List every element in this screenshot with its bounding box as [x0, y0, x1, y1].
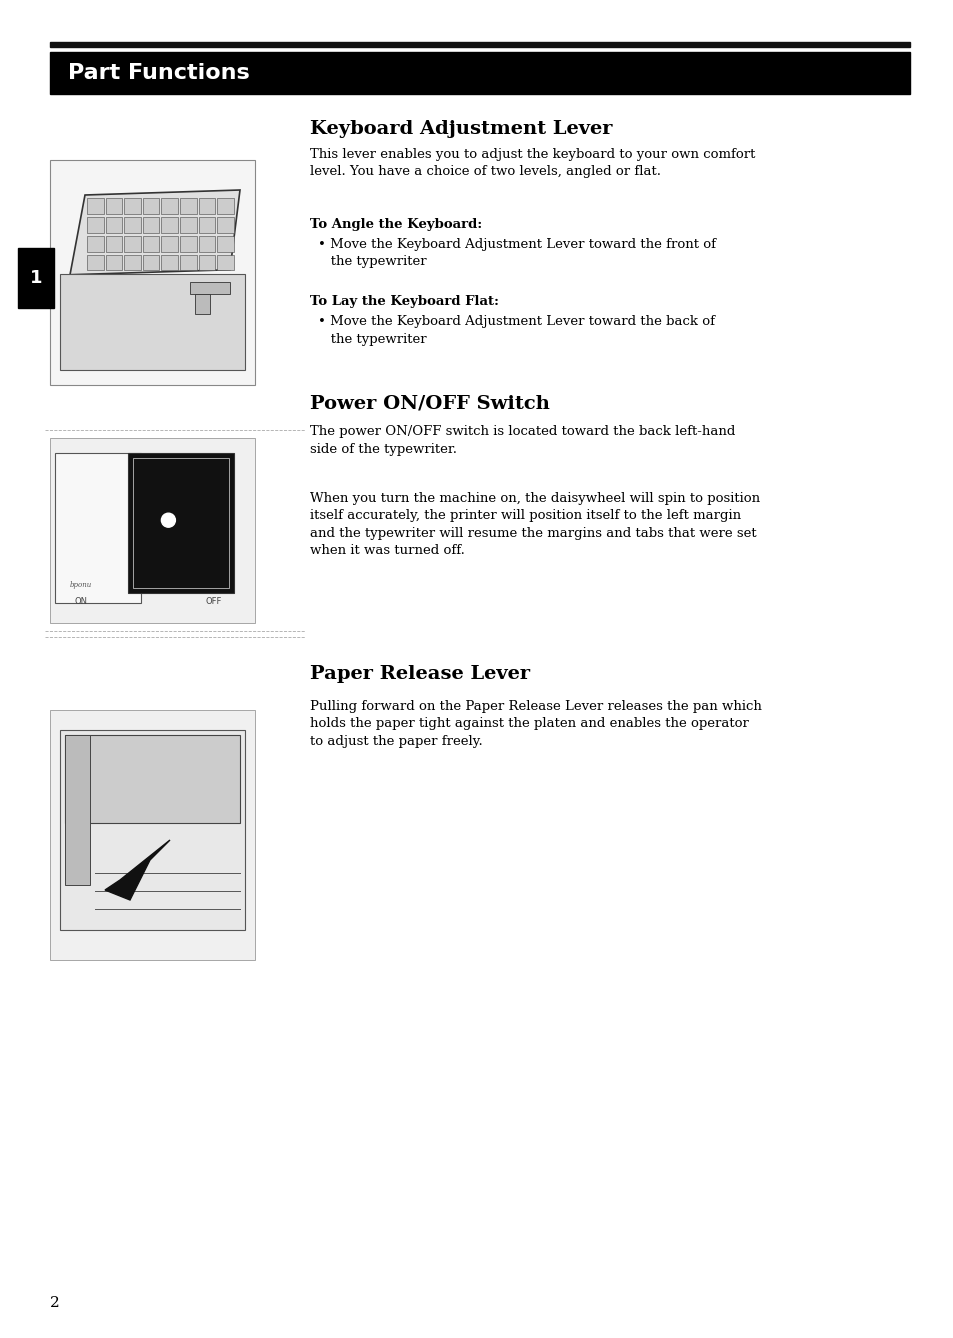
Bar: [87, 198, 104, 214]
Bar: [106, 217, 122, 233]
Text: Paper Release Lever: Paper Release Lever: [310, 665, 530, 682]
Bar: [132, 458, 230, 587]
Bar: [124, 198, 141, 214]
Circle shape: [161, 514, 175, 527]
Text: OFF: OFF: [206, 597, 222, 606]
Bar: [161, 217, 178, 233]
Bar: [143, 254, 159, 270]
Bar: [65, 735, 90, 884]
Bar: [18, 248, 54, 308]
Text: ON: ON: [74, 597, 87, 606]
Text: Pulling forward on the Paper Release Lever releases the pan which
holds the pape: Pulling forward on the Paper Release Lev…: [310, 700, 761, 748]
Bar: [60, 731, 245, 930]
Bar: [194, 294, 210, 314]
Bar: [50, 41, 909, 47]
Text: Keyboard Adjustment Lever: Keyboard Adjustment Lever: [310, 120, 612, 138]
Bar: [198, 217, 215, 233]
Bar: [87, 217, 104, 233]
Bar: [50, 161, 254, 385]
Bar: [217, 217, 233, 233]
Bar: [106, 198, 122, 214]
Text: • Move the Keyboard Adjustment Lever toward the front of
   the typewriter: • Move the Keyboard Adjustment Lever tow…: [317, 238, 716, 269]
Polygon shape: [105, 840, 170, 900]
Text: When you turn the machine on, the daisywheel will spin to position
itself accura: When you turn the machine on, the daisyw…: [310, 492, 760, 558]
Bar: [124, 254, 141, 270]
Bar: [106, 254, 122, 270]
Text: Part Functions: Part Functions: [68, 63, 250, 83]
Text: To Angle the Keyboard:: To Angle the Keyboard:: [310, 218, 482, 231]
Bar: [60, 274, 245, 371]
Text: This lever enables you to adjust the keyboard to your own comfort
level. You hav: This lever enables you to adjust the key…: [310, 149, 755, 178]
Bar: [180, 217, 196, 233]
Bar: [50, 52, 909, 94]
Bar: [161, 198, 178, 214]
Bar: [180, 198, 196, 214]
Polygon shape: [70, 190, 240, 274]
Bar: [106, 235, 122, 252]
Text: bponu: bponu: [70, 581, 91, 589]
Text: • Move the Keyboard Adjustment Lever toward the back of
   the typewriter: • Move the Keyboard Adjustment Lever tow…: [317, 314, 714, 345]
Bar: [161, 254, 178, 270]
Text: 1: 1: [30, 269, 42, 286]
Text: 2: 2: [50, 1297, 60, 1310]
Bar: [217, 254, 233, 270]
Bar: [143, 198, 159, 214]
Text: The power ON/OFF switch is located toward the back left-hand
side of the typewri: The power ON/OFF switch is located towar…: [310, 425, 735, 455]
Bar: [124, 235, 141, 252]
Bar: [180, 235, 196, 252]
Bar: [190, 282, 230, 294]
Bar: [87, 235, 104, 252]
Bar: [161, 235, 178, 252]
Bar: [50, 438, 254, 624]
Bar: [124, 217, 141, 233]
Bar: [87, 254, 104, 270]
Bar: [128, 454, 234, 593]
Bar: [198, 198, 215, 214]
Bar: [198, 254, 215, 270]
Bar: [198, 235, 215, 252]
Bar: [55, 454, 141, 603]
Bar: [143, 235, 159, 252]
Text: Power ON/OFF Switch: Power ON/OFF Switch: [310, 395, 549, 413]
Bar: [180, 254, 196, 270]
Bar: [143, 217, 159, 233]
Text: To Lay the Keyboard Flat:: To Lay the Keyboard Flat:: [310, 294, 498, 308]
Bar: [65, 735, 240, 823]
Bar: [217, 235, 233, 252]
Bar: [217, 198, 233, 214]
Bar: [50, 710, 254, 959]
